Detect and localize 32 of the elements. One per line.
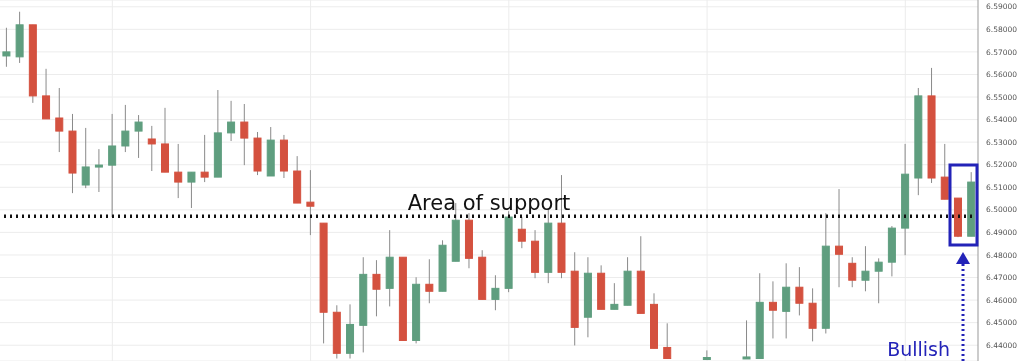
annotation: Bullish bbox=[887, 338, 950, 360]
candlestick bbox=[610, 282, 619, 310]
candlestick bbox=[55, 87, 64, 153]
candlestick bbox=[372, 259, 381, 317]
candlestick bbox=[795, 266, 804, 316]
candlestick bbox=[768, 280, 777, 339]
candlestick bbox=[940, 143, 949, 200]
candlestick bbox=[663, 322, 672, 360]
ref-line-label: Area of support bbox=[407, 191, 571, 216]
candlestick bbox=[121, 104, 130, 153]
candlestick bbox=[134, 114, 143, 159]
candlestick bbox=[227, 100, 236, 142]
candlestick bbox=[108, 113, 117, 218]
candlestick bbox=[94, 148, 103, 193]
candlestick bbox=[517, 216, 526, 249]
candlestick bbox=[835, 188, 844, 288]
candlestick bbox=[81, 127, 90, 189]
candlestick bbox=[848, 256, 857, 288]
candlestick bbox=[425, 258, 434, 304]
candlestick bbox=[200, 134, 209, 183]
candlestick bbox=[702, 349, 711, 361]
candlestick bbox=[2, 27, 11, 68]
candlestick bbox=[861, 245, 870, 292]
candlestick bbox=[742, 319, 751, 360]
candlestick bbox=[42, 68, 51, 120]
candlestick bbox=[306, 169, 315, 236]
candlestick bbox=[240, 103, 249, 166]
candlestick bbox=[187, 171, 196, 209]
candlestick bbox=[174, 143, 183, 199]
candlestick bbox=[147, 125, 156, 172]
candlestick bbox=[874, 257, 883, 304]
candlestick bbox=[491, 274, 500, 311]
